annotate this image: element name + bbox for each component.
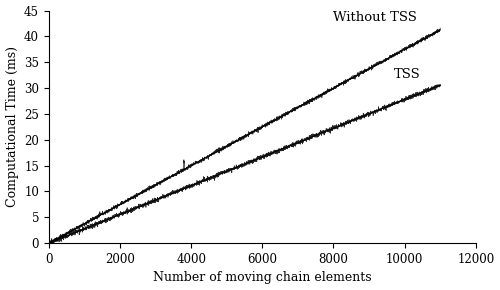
X-axis label: Number of moving chain elements: Number of moving chain elements [153, 271, 372, 284]
Text: Without TSS: Without TSS [334, 11, 417, 24]
Text: TSS: TSS [394, 68, 420, 81]
Y-axis label: Computational Time (ms): Computational Time (ms) [6, 46, 18, 207]
